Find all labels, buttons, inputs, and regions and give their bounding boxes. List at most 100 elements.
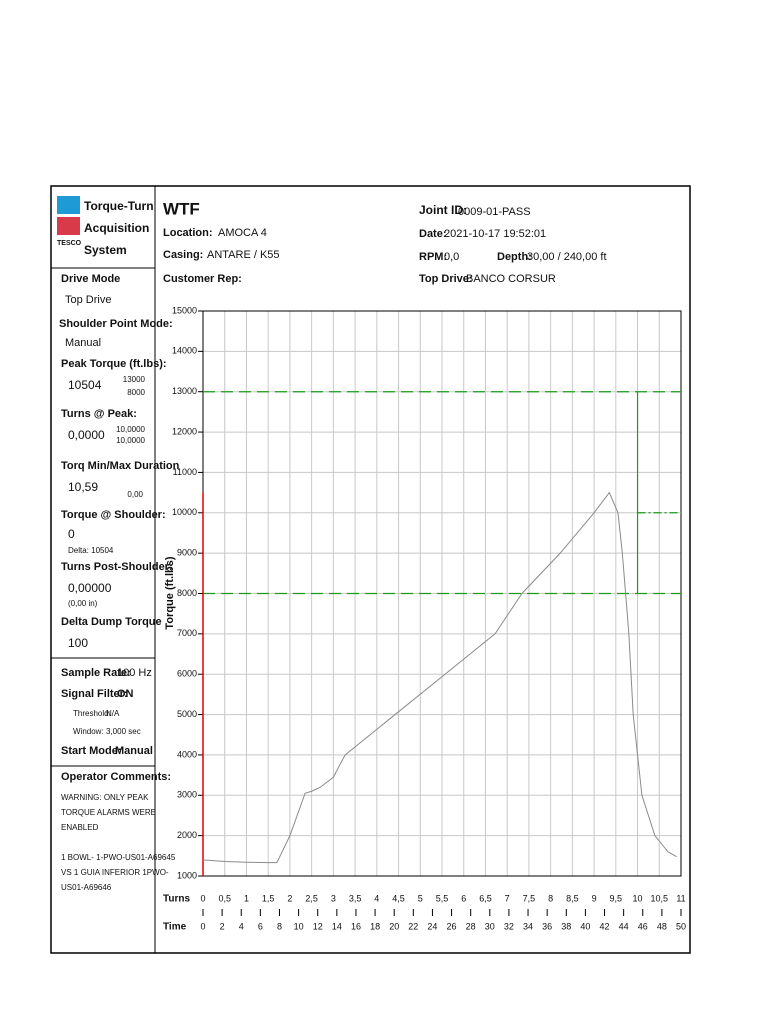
x2-tick-label: 40: [580, 921, 590, 931]
label: Peak Torque (ft.lbs):: [61, 358, 167, 370]
value: 0,00000: [68, 581, 112, 595]
label: Torq Min/Max Duration: [61, 460, 180, 472]
x-tick-label: 0: [200, 893, 205, 903]
torque-curve: [202, 491, 677, 864]
value: N/A: [106, 709, 120, 718]
delta: Delta: 10504: [68, 546, 114, 555]
min: 10,0000: [116, 436, 145, 445]
y-tick-label: 13000: [172, 386, 197, 396]
label: Signal Filter:: [61, 688, 128, 700]
x-tick-label: 1: [244, 893, 249, 903]
value: ON: [117, 688, 134, 700]
x-tick-label: 2,5: [305, 893, 318, 903]
x2-tick-label: 10: [294, 921, 304, 931]
label: Start Mode:: [61, 745, 122, 757]
x2-tick-label: 26: [447, 921, 457, 931]
x-tick-label: 0,5: [218, 893, 231, 903]
x2-tick-label: 0: [200, 921, 205, 931]
x-tick-label: 6: [461, 893, 466, 903]
value: 3,000 sec: [106, 727, 141, 736]
label: Joint ID:: [419, 203, 467, 217]
x-tick-label: 8,5: [566, 893, 579, 903]
x2-tick-label: 2: [220, 921, 225, 931]
y-tick-label: 9000: [177, 548, 197, 558]
x2-tick-label: 12: [313, 921, 323, 931]
x-tick-label: 6,5: [479, 893, 492, 903]
value: 2021-10-17 19:52:01: [444, 228, 546, 240]
x2-tick-label: 8: [277, 921, 282, 931]
comment: TORQUE ALARMS WERE: [61, 808, 156, 817]
x-tick-label: 9,5: [610, 893, 623, 903]
x-tick-label: 3,5: [349, 893, 362, 903]
value: Top Drive: [65, 294, 111, 306]
logo-text: Acquisition: [84, 221, 149, 235]
x2-tick-label: 36: [542, 921, 552, 931]
x2-tick-label: 44: [619, 921, 629, 931]
value: BANCO CORSUR: [466, 273, 556, 285]
x-tick-label: 1,5: [262, 893, 275, 903]
y-tick-label: 5000: [177, 709, 197, 719]
y-tick-label: 10000: [172, 507, 197, 517]
x2-tick-label: 38: [561, 921, 571, 931]
label: Top Drive:: [419, 273, 473, 285]
label: Customer Rep:: [163, 273, 242, 285]
value: 30,00 / 240,00 ft: [527, 251, 607, 263]
label: Depth:: [497, 251, 532, 263]
x2-tick-label: 28: [466, 921, 476, 931]
label: Casing:: [163, 249, 203, 261]
x-tick-label: 10: [633, 893, 643, 903]
logo-text: System: [84, 243, 127, 257]
value: ANTARE / K55: [207, 249, 280, 261]
value: Manual: [65, 337, 101, 349]
value: 100: [68, 636, 88, 650]
logo-red: [57, 217, 80, 235]
value: 0: [68, 527, 75, 541]
comment: WARNING: ONLY PEAK: [61, 793, 149, 802]
x2-tick-label: 22: [408, 921, 418, 931]
x2-tick-label: 42: [600, 921, 610, 931]
label: Turns Post-Shoulder:: [61, 561, 173, 573]
x-tick-label: 4: [374, 893, 379, 903]
x-tick-label: 8: [548, 893, 553, 903]
x2-tick-label: 46: [638, 921, 648, 931]
value: AMOCA 4: [218, 227, 267, 239]
logo-text: Torque-Turn: [84, 199, 154, 213]
x2-tick-label: 4: [239, 921, 244, 931]
x2-axis-label: Time: [163, 922, 187, 933]
x2-tick-label: 16: [351, 921, 361, 931]
label: Sample Rate:: [61, 667, 131, 679]
y-tick-label: 6000: [177, 669, 197, 679]
x2-tick-label: 24: [427, 921, 437, 931]
logo-brand: TESCO: [57, 240, 82, 247]
x-tick-label: 11: [676, 893, 685, 903]
max: 10,0000: [116, 425, 145, 434]
label: Torque @ Shoulder:: [61, 509, 166, 521]
x2-tick-label: 34: [523, 921, 533, 931]
frame: [50, 185, 691, 954]
extra: 0,00: [127, 490, 143, 499]
y-axis-label: Torque (ft.lbs): [164, 556, 176, 629]
value: 0,0000: [68, 428, 105, 442]
label: Shoulder Point Mode:: [59, 318, 173, 330]
title: WTF: [163, 199, 200, 218]
value: 0009-01-PASS: [458, 206, 531, 218]
label: Date:: [419, 228, 447, 240]
label: Turns @ Peak:: [61, 408, 137, 420]
x-tick-label: 9: [592, 893, 597, 903]
x-axis-label: Turns: [163, 894, 190, 905]
label: Location:: [163, 227, 213, 239]
y-tick-label: 1000: [177, 870, 197, 880]
x2-tick-label: 14: [332, 921, 342, 931]
y-tick-label: 4000: [177, 749, 197, 759]
label: Delta Dump Torque: [61, 616, 162, 628]
x-tick-label: 10,5: [651, 893, 669, 903]
label: Window:: [73, 727, 104, 736]
y-tick-label: 14000: [172, 346, 197, 356]
label: RPM:: [419, 251, 447, 263]
inches: (0,00 in): [68, 599, 98, 608]
y-tick-label: 15000: [172, 305, 197, 315]
x2-tick-label: 30: [485, 921, 495, 931]
x-tick-label: 5,5: [436, 893, 449, 903]
x-tick-label: 2: [287, 893, 292, 903]
x2-tick-label: 48: [657, 921, 667, 931]
